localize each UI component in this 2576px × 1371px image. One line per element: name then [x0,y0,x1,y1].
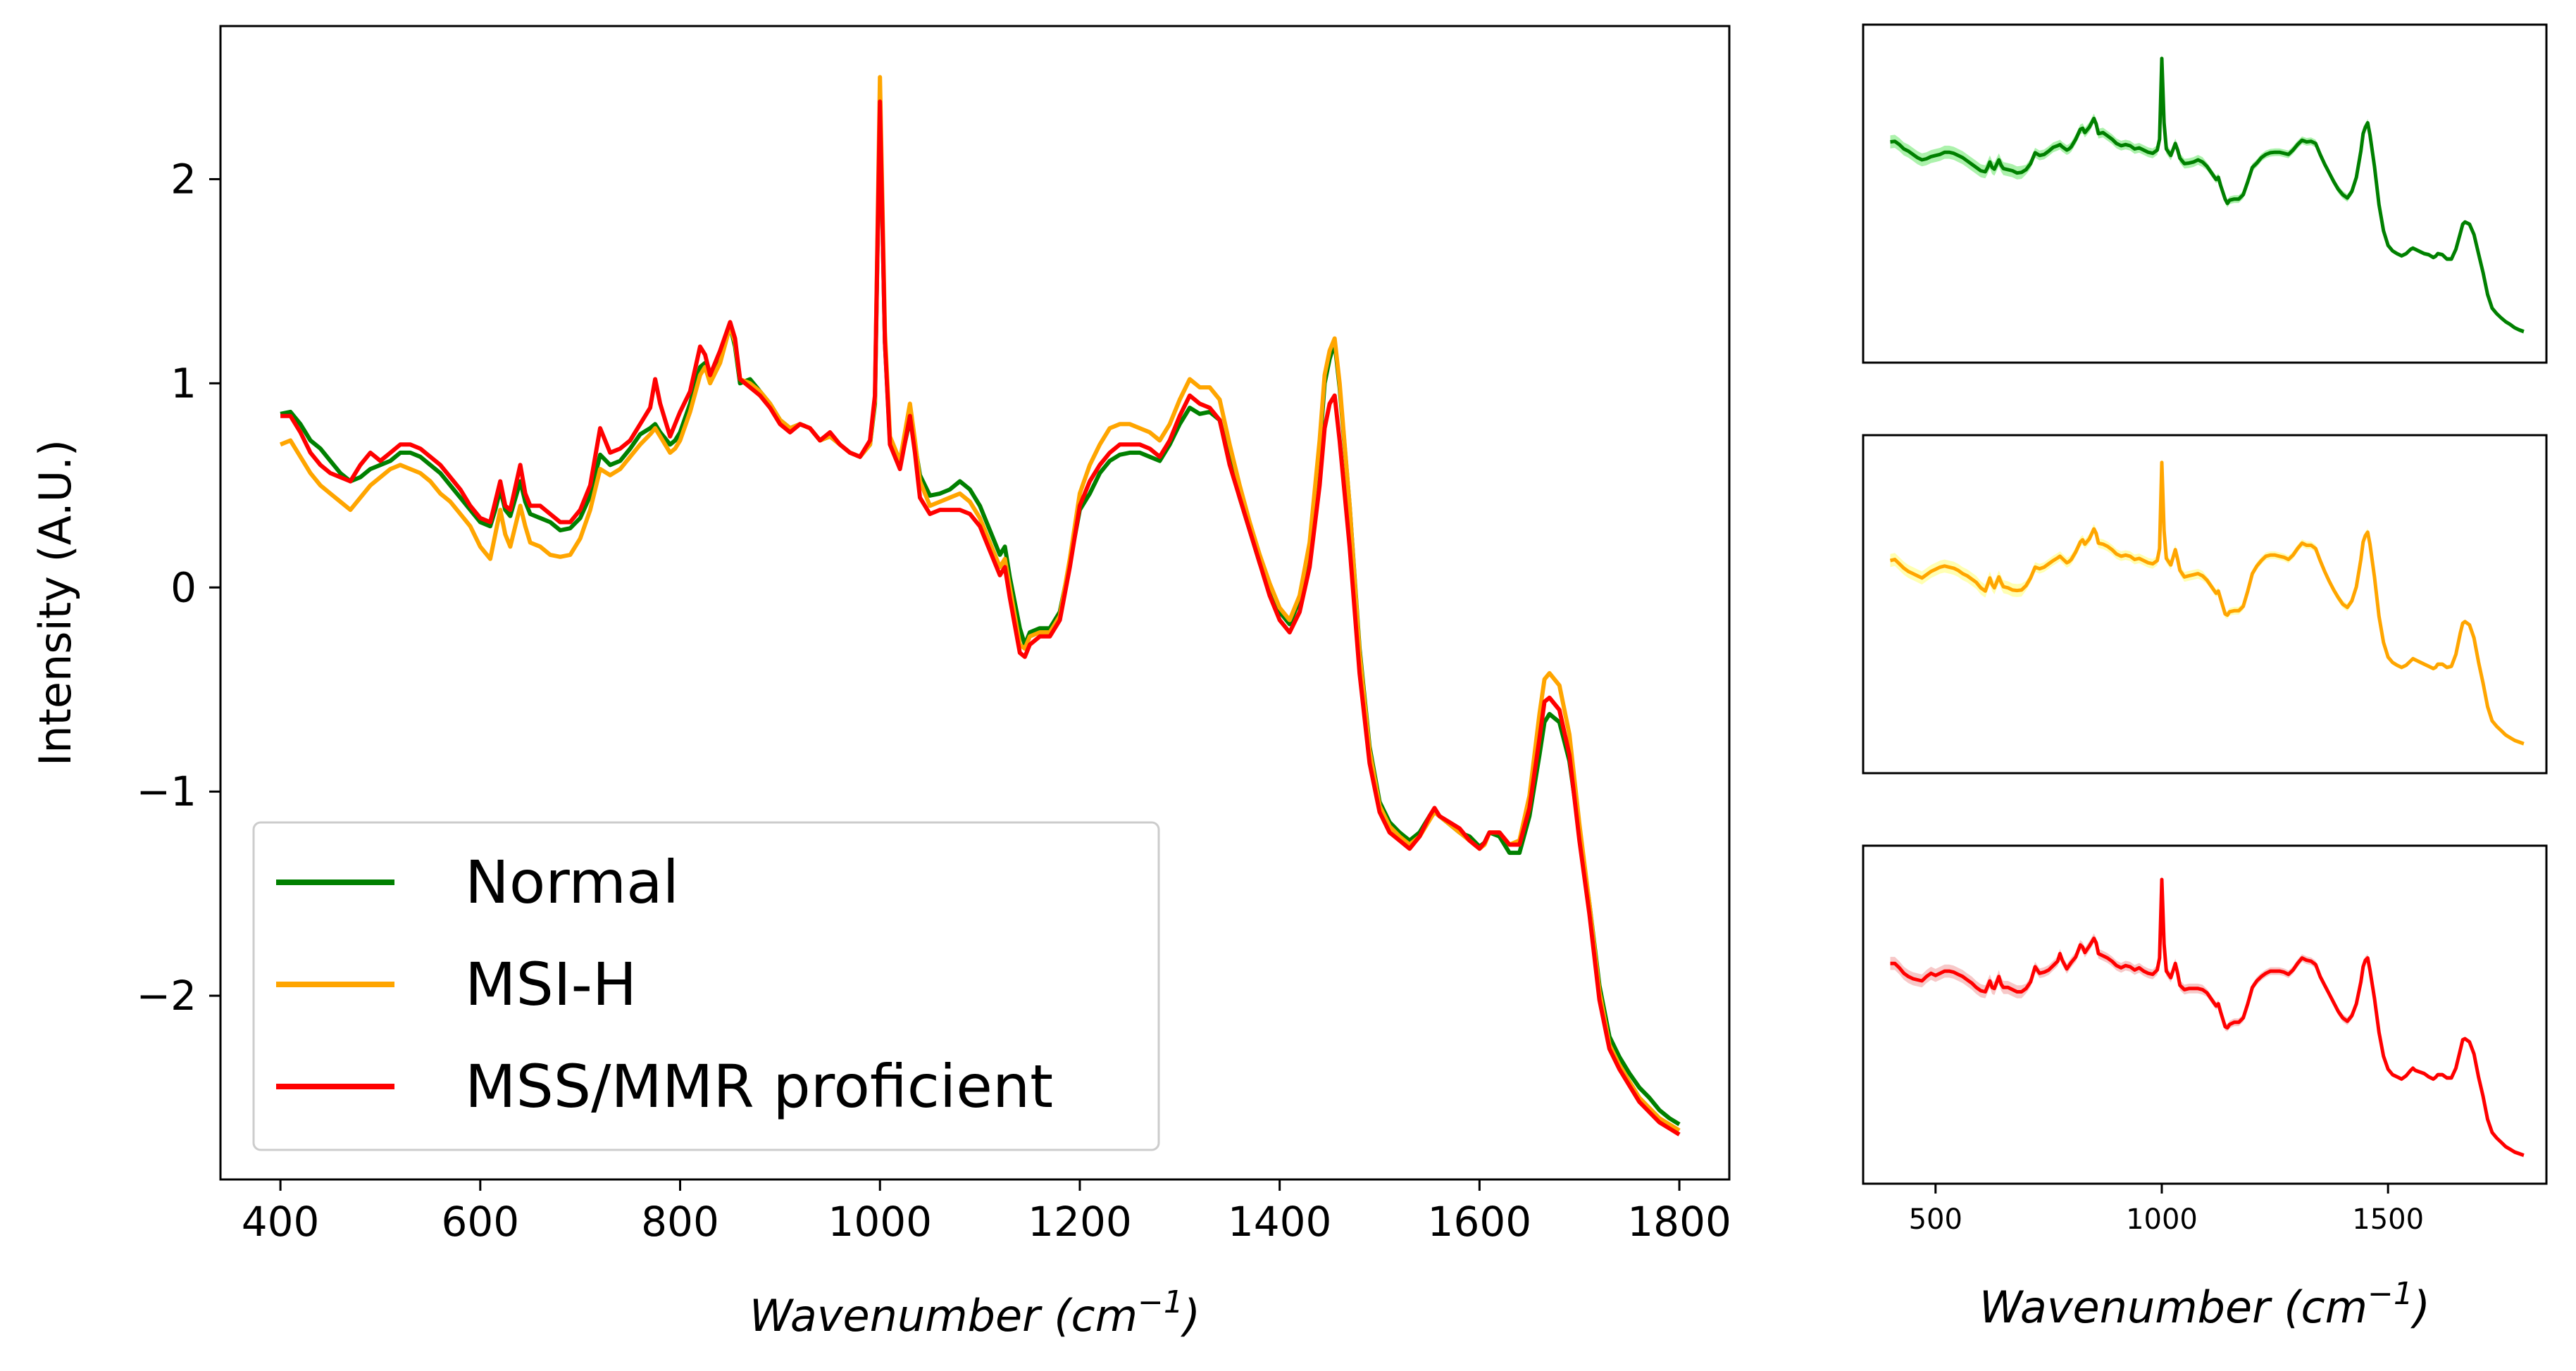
mean-line-msi-h [1889,461,2525,746]
main-y-tick-label--1: −1 [137,768,197,815]
msi-h-std-band [1890,457,2524,746]
legend-box [252,821,1160,1151]
std-band-mss-mmr-proficient [1890,875,2524,1158]
main-series-group [279,75,1681,1137]
mean-line-normal [1890,56,2525,334]
right-x-axis-label: Wavenumber (cm−1) [1979,1276,2430,1333]
series-line-mss-mmr-proficient [280,99,1681,1137]
msi-h-mean-line [1889,461,2525,746]
right-panel-normal-frame [1862,23,2548,364]
main-x-tick-label-1400: 1400 [1228,1198,1332,1246]
right-x-tick-label-1000: 1000 [2126,1203,2198,1236]
std-band-normal [1890,54,2524,334]
main-y-tick-label--2: −2 [137,972,197,1020]
mss-mmr-proficient-std-band [1890,875,2524,1158]
right-x-tick-label-500: 500 [1909,1203,1962,1236]
normal-std-band [1890,54,2524,334]
mean-line-mss-mmr-proficient [1890,877,2525,1158]
right-x-tick-label-1500: 1500 [2352,1203,2424,1236]
std-band-msi-h [1890,457,2524,746]
right-panel-mss-mmr-proficient: 500 1000 1500 [1862,844,2548,1236]
legend: Normal MSI-H MSS/MMR proficient [252,821,1160,1151]
main-plot-frame [219,25,1731,1181]
main-y-tick-label-1: 1 [170,359,197,407]
right-panel-mss-mmr-proficient-frame [1862,844,2548,1185]
right-panel-msi-h [1862,434,2548,775]
right-bottom-x-ticks: 500 1000 1500 [1909,1184,2424,1236]
main-x-tick-label-800: 800 [641,1198,719,1246]
legend-label-normal: Normal [465,848,679,917]
main-chart: 400 600 800 1000 1200 1400 1600 1800 −2 −1 0 1 2 Wa… [30,25,1731,1341]
right-panel-normal [1862,23,2548,364]
main-y-axis-label: Intensity (A.U.) [30,439,81,766]
mss-mmr-proficient-mean-line [1890,877,2525,1158]
main-x-tick-label-1800: 1800 [1627,1198,1731,1246]
main-x-tick-label-400: 400 [242,1198,320,1246]
main-x-tick-label-1200: 1200 [1028,1198,1132,1246]
normal-mean-line [1890,56,2525,334]
main-x-tick-label-1000: 1000 [828,1198,932,1246]
main-x-tick-label-1600: 1600 [1428,1198,1532,1246]
main-x-axis-label: Wavenumber (cm−1) [749,1284,1200,1341]
legend-label-msi-h: MSI-H [465,950,637,1019]
right-panel-msi-h-frame [1862,434,2548,775]
main-y-tick-label-2: 2 [170,155,197,203]
legend-label-mss-mmr-proficient: MSS/MMR proficient [465,1052,1053,1121]
main-y-tick-label-0: 0 [170,563,197,611]
main-y-ticks: −2 −1 0 1 2 [137,155,220,1020]
main-x-ticks: 400 600 800 1000 1200 1400 1600 1800 [242,1179,1731,1246]
main-x-tick-label-600: 600 [441,1198,519,1246]
